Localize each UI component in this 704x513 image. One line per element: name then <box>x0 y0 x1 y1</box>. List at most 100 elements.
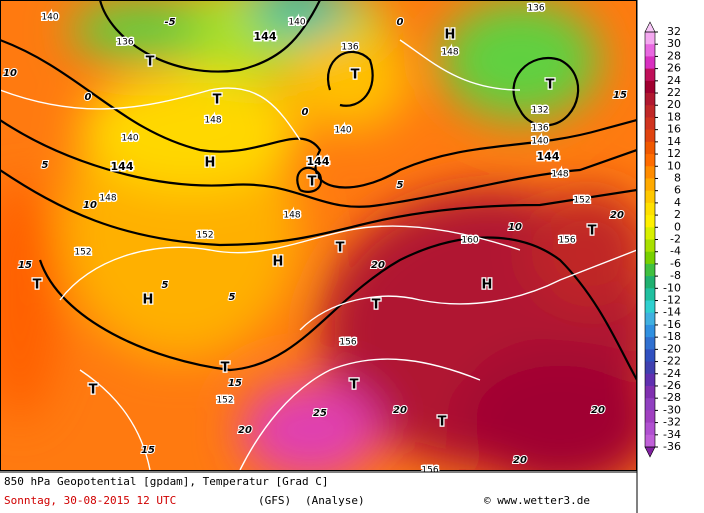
geopotential-label: 140 <box>288 18 305 28</box>
isotherm-label: 5 <box>397 180 404 191</box>
legend-label: -16 <box>663 318 681 331</box>
geopotential-label: 140 <box>531 137 548 147</box>
legend-label: -18 <box>663 330 681 343</box>
legend-label: -12 <box>663 294 681 307</box>
geopotential-label: 144 <box>537 150 560 163</box>
pressure-center: T <box>336 241 345 256</box>
isotherm-label: 10 <box>83 200 97 211</box>
legend-swatch <box>645 32 655 45</box>
pressure-center: T <box>351 68 360 83</box>
isotherms <box>0 39 637 470</box>
legend-swatch <box>645 263 655 277</box>
geopotential-label: 148 <box>441 48 458 58</box>
geopotential-label: 144 <box>254 30 277 43</box>
legend-swatch <box>645 398 655 411</box>
legend-swatch <box>645 129 655 143</box>
legend-swatch <box>645 251 655 265</box>
legend-label: -32 <box>663 416 681 429</box>
legend-label: -28 <box>663 391 681 404</box>
legend-swatch <box>645 410 655 424</box>
geopotential-label: 152 <box>196 231 213 241</box>
color-legend: 32302826242220181614121086420-2-4-6-8-10… <box>644 21 681 458</box>
legend-label: -26 <box>663 379 681 392</box>
legend-swatch <box>645 324 655 338</box>
legend-swatch <box>645 385 655 399</box>
legend-swatch <box>645 56 655 70</box>
legend-swatch <box>645 44 655 57</box>
legend-swatch <box>645 105 655 118</box>
legend-swatch <box>645 227 655 240</box>
legend-label: 14 <box>667 135 681 148</box>
legend-label: 24 <box>667 74 681 87</box>
legend-label: 0 <box>674 220 681 233</box>
legend-arrow <box>644 446 656 458</box>
legend-swatch <box>645 93 655 106</box>
legend-swatch <box>645 276 655 289</box>
isotherm-label: 15 <box>228 378 242 389</box>
pressure-center: T <box>33 278 42 293</box>
footer-copyright: © www.wetter3.de <box>484 494 590 507</box>
pressure-center: T <box>438 415 447 430</box>
legend-swatch <box>645 300 655 314</box>
legend-label: -34 <box>663 428 681 441</box>
footer-date: Sonntag, 30-08-2015 12 UTC <box>4 494 176 507</box>
legend-swatch <box>645 190 655 204</box>
footer-analysis: (Analyse) <box>305 494 365 507</box>
legend-swatch <box>645 373 655 387</box>
map-labels: 140 136 T 144 140 136 T H 148 136 T 132 136 140 144 148… <box>2 2 628 477</box>
pressure-center: T <box>213 93 222 108</box>
pressure-center: T <box>89 383 98 398</box>
legend-label: -8 <box>670 269 681 282</box>
pressure-center: T <box>350 378 359 393</box>
legend-label: 2 <box>674 208 681 221</box>
pressure-center: H <box>445 28 456 43</box>
legend-label: -14 <box>663 306 681 319</box>
isotherm-label: 10 <box>3 68 17 79</box>
legend-swatch <box>645 80 655 94</box>
pressure-center: H <box>482 278 493 293</box>
isotherm-label: 20 <box>371 260 385 271</box>
legend-label: -24 <box>663 367 681 380</box>
geopotential-label: 152 <box>74 248 91 258</box>
pressure-center: T <box>546 78 555 93</box>
legend-label: 12 <box>667 147 681 160</box>
isotherm-label: 5 <box>162 280 169 291</box>
legend-label: -20 <box>663 342 681 355</box>
geopotential-label: 148 <box>551 170 568 180</box>
pressure-center: H <box>143 293 154 308</box>
legend-swatch <box>645 141 655 155</box>
footer-model: (GFS) <box>258 494 291 507</box>
legend-label: -6 <box>670 257 681 270</box>
legend-swatch <box>645 117 655 131</box>
geopotential-label: 140 <box>121 134 138 144</box>
legend-label: 10 <box>667 159 681 172</box>
geopotential-contours <box>0 0 637 381</box>
isotherm-label: 20 <box>238 425 252 436</box>
geopotential-label: 156 <box>558 236 575 246</box>
isotherm-label: 10 <box>508 222 522 233</box>
legend-label: 16 <box>667 123 681 136</box>
legend-label: -10 <box>663 281 681 294</box>
legend-label: 8 <box>674 171 681 184</box>
pressure-center: H <box>273 255 284 270</box>
legend-label: -4 <box>670 245 681 258</box>
isotherm-label: -5 <box>164 17 175 28</box>
legend-swatch <box>645 288 655 302</box>
legend-swatch <box>645 312 655 326</box>
map-field <box>0 0 637 470</box>
legend-label: 30 <box>667 37 681 50</box>
geopotential-label: 148 <box>99 194 116 204</box>
legend-label: 22 <box>667 86 681 99</box>
isotherm-label: 20 <box>591 405 605 416</box>
pressure-center: T <box>221 361 230 376</box>
legend-swatch <box>645 337 655 350</box>
legend-label: -30 <box>663 403 681 416</box>
geopotential-label: 140 <box>334 126 351 136</box>
legend-swatch <box>645 434 655 448</box>
geopotential-label: 136 <box>531 124 548 134</box>
isotherm-label: 5 <box>229 292 236 303</box>
legend-label: 32 <box>667 25 681 38</box>
isotherm-label: 0 <box>397 17 404 28</box>
legend-label: 4 <box>674 196 681 209</box>
